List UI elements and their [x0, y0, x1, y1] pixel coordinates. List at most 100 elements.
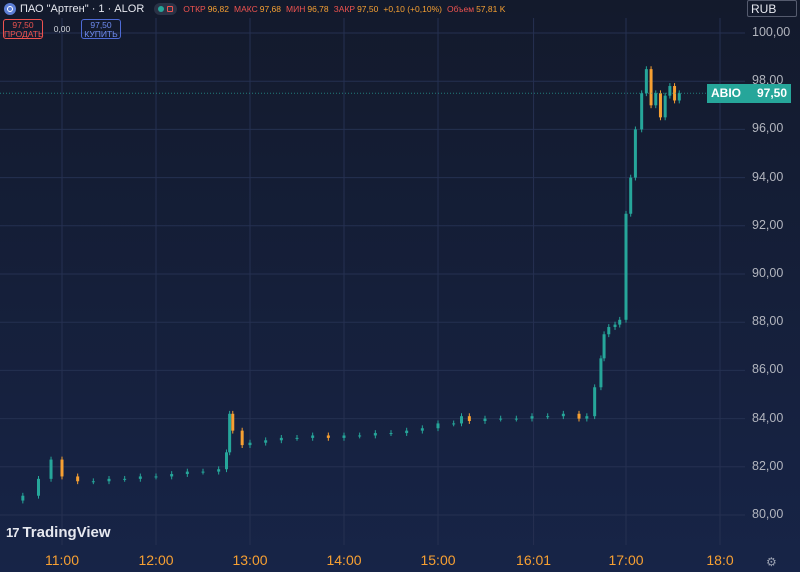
candle [228, 410, 232, 456]
candle [640, 90, 644, 133]
tradingview-logo[interactable]: 17 TradingView [6, 524, 111, 541]
candle-body [452, 423, 456, 425]
x-tick-label: 15:00 [420, 552, 456, 568]
candle-body [264, 440, 268, 443]
candle-body [358, 435, 362, 437]
price-tag-value: 97,50 [756, 86, 787, 101]
data-delay-icon [167, 6, 174, 12]
y-tick-label: 92,00 [752, 217, 784, 232]
candle [264, 437, 268, 446]
candle [405, 427, 409, 436]
candle [225, 449, 228, 473]
candle [602, 331, 606, 362]
candle [326, 432, 330, 441]
gear-icon[interactable]: ⚙ [766, 555, 777, 569]
candle [436, 420, 440, 432]
open-value: 96,82 [207, 4, 229, 14]
buy-price: 97,50 [90, 20, 112, 30]
candle [460, 413, 463, 427]
buy-button[interactable]: 97,50 КУПИТЬ [81, 19, 121, 39]
candle [585, 413, 589, 422]
candle-body [21, 495, 25, 501]
trade-panel: 97,50 ПРОДАТЬ 0,00 97,50 КУПИТЬ [3, 19, 121, 39]
candle-body [231, 413, 235, 431]
candle [577, 410, 581, 422]
candle [607, 324, 611, 338]
candle [311, 432, 315, 441]
candle-body [633, 129, 637, 178]
candle [170, 471, 174, 480]
y-tick-label: 88,00 [752, 314, 784, 329]
ohlc-readout: ОТКР 96,82 МАКС 97,68 МИН 96,78 ЗАКР 97,50 +… [183, 4, 508, 14]
x-tick-label: 17:00 [608, 552, 644, 568]
market-status[interactable] [154, 3, 178, 15]
candle [593, 384, 597, 420]
spread-value: 0,00 [53, 24, 71, 34]
candle [658, 90, 662, 121]
candle-body [530, 416, 534, 419]
candle [279, 434, 283, 444]
candle [677, 90, 681, 104]
candle [295, 434, 299, 441]
candle [231, 410, 235, 434]
candle-body [123, 478, 127, 480]
sell-button[interactable]: 97,50 ПРОДАТЬ [3, 19, 44, 39]
candle [483, 415, 487, 424]
candle [649, 66, 653, 109]
candle-body [483, 418, 487, 422]
candle-body [201, 471, 205, 473]
candle-body [279, 437, 283, 441]
candle-body [514, 418, 518, 420]
chart-grid [0, 18, 745, 545]
y-tick-label: 82,00 [752, 458, 784, 473]
price-tag-symbol: ABIO [711, 86, 741, 101]
candle-body [436, 423, 440, 429]
currency-selector[interactable]: RUB [747, 0, 797, 17]
candle [624, 210, 628, 323]
candle [654, 90, 658, 109]
candle [514, 415, 518, 422]
low-label: МИН [286, 4, 306, 14]
y-tick-label: 96,00 [752, 121, 784, 136]
x-tick-label: 14:00 [326, 552, 362, 568]
tradingview-logo-icon: 17 [6, 525, 20, 540]
candle-body [217, 469, 221, 472]
candle [613, 321, 617, 330]
low-value: 96,78 [307, 4, 329, 14]
buy-label: КУПИТЬ [84, 29, 118, 39]
close-value: 97,50 [357, 4, 379, 14]
candle [76, 473, 80, 485]
candle [633, 126, 637, 181]
y-tick-label: 100,00 [752, 25, 791, 39]
candle-body [389, 433, 393, 435]
candle-body [658, 93, 662, 118]
candle-body [663, 95, 667, 118]
candle-body [373, 433, 377, 436]
candle-body [420, 428, 424, 431]
sell-price: 97,50 [12, 20, 34, 30]
candle [248, 439, 252, 449]
candle-body [668, 86, 672, 96]
candle-body [138, 476, 142, 479]
x-tick-label: 11:00 [45, 552, 79, 568]
candle-body [170, 474, 174, 477]
symbol-icon[interactable] [4, 3, 16, 15]
candle-body [654, 93, 658, 106]
y-tick-label: 98,00 [752, 73, 784, 88]
candle [342, 432, 346, 441]
candlestick-series [21, 66, 681, 504]
candle-body [618, 319, 622, 325]
candle [358, 432, 362, 439]
candle [185, 468, 189, 477]
symbol-title[interactable]: ПАО "Артген" · 1 · ALOR [20, 3, 145, 15]
candle-body [60, 459, 64, 477]
candle-body [342, 435, 346, 438]
candle-body [107, 478, 111, 482]
volume-value: 57,81 K [476, 4, 506, 14]
x-tick-label: 12:00 [138, 552, 174, 568]
candle-body [629, 177, 633, 214]
candle-body [248, 442, 252, 446]
candle-body [240, 430, 244, 446]
candle [37, 475, 40, 499]
